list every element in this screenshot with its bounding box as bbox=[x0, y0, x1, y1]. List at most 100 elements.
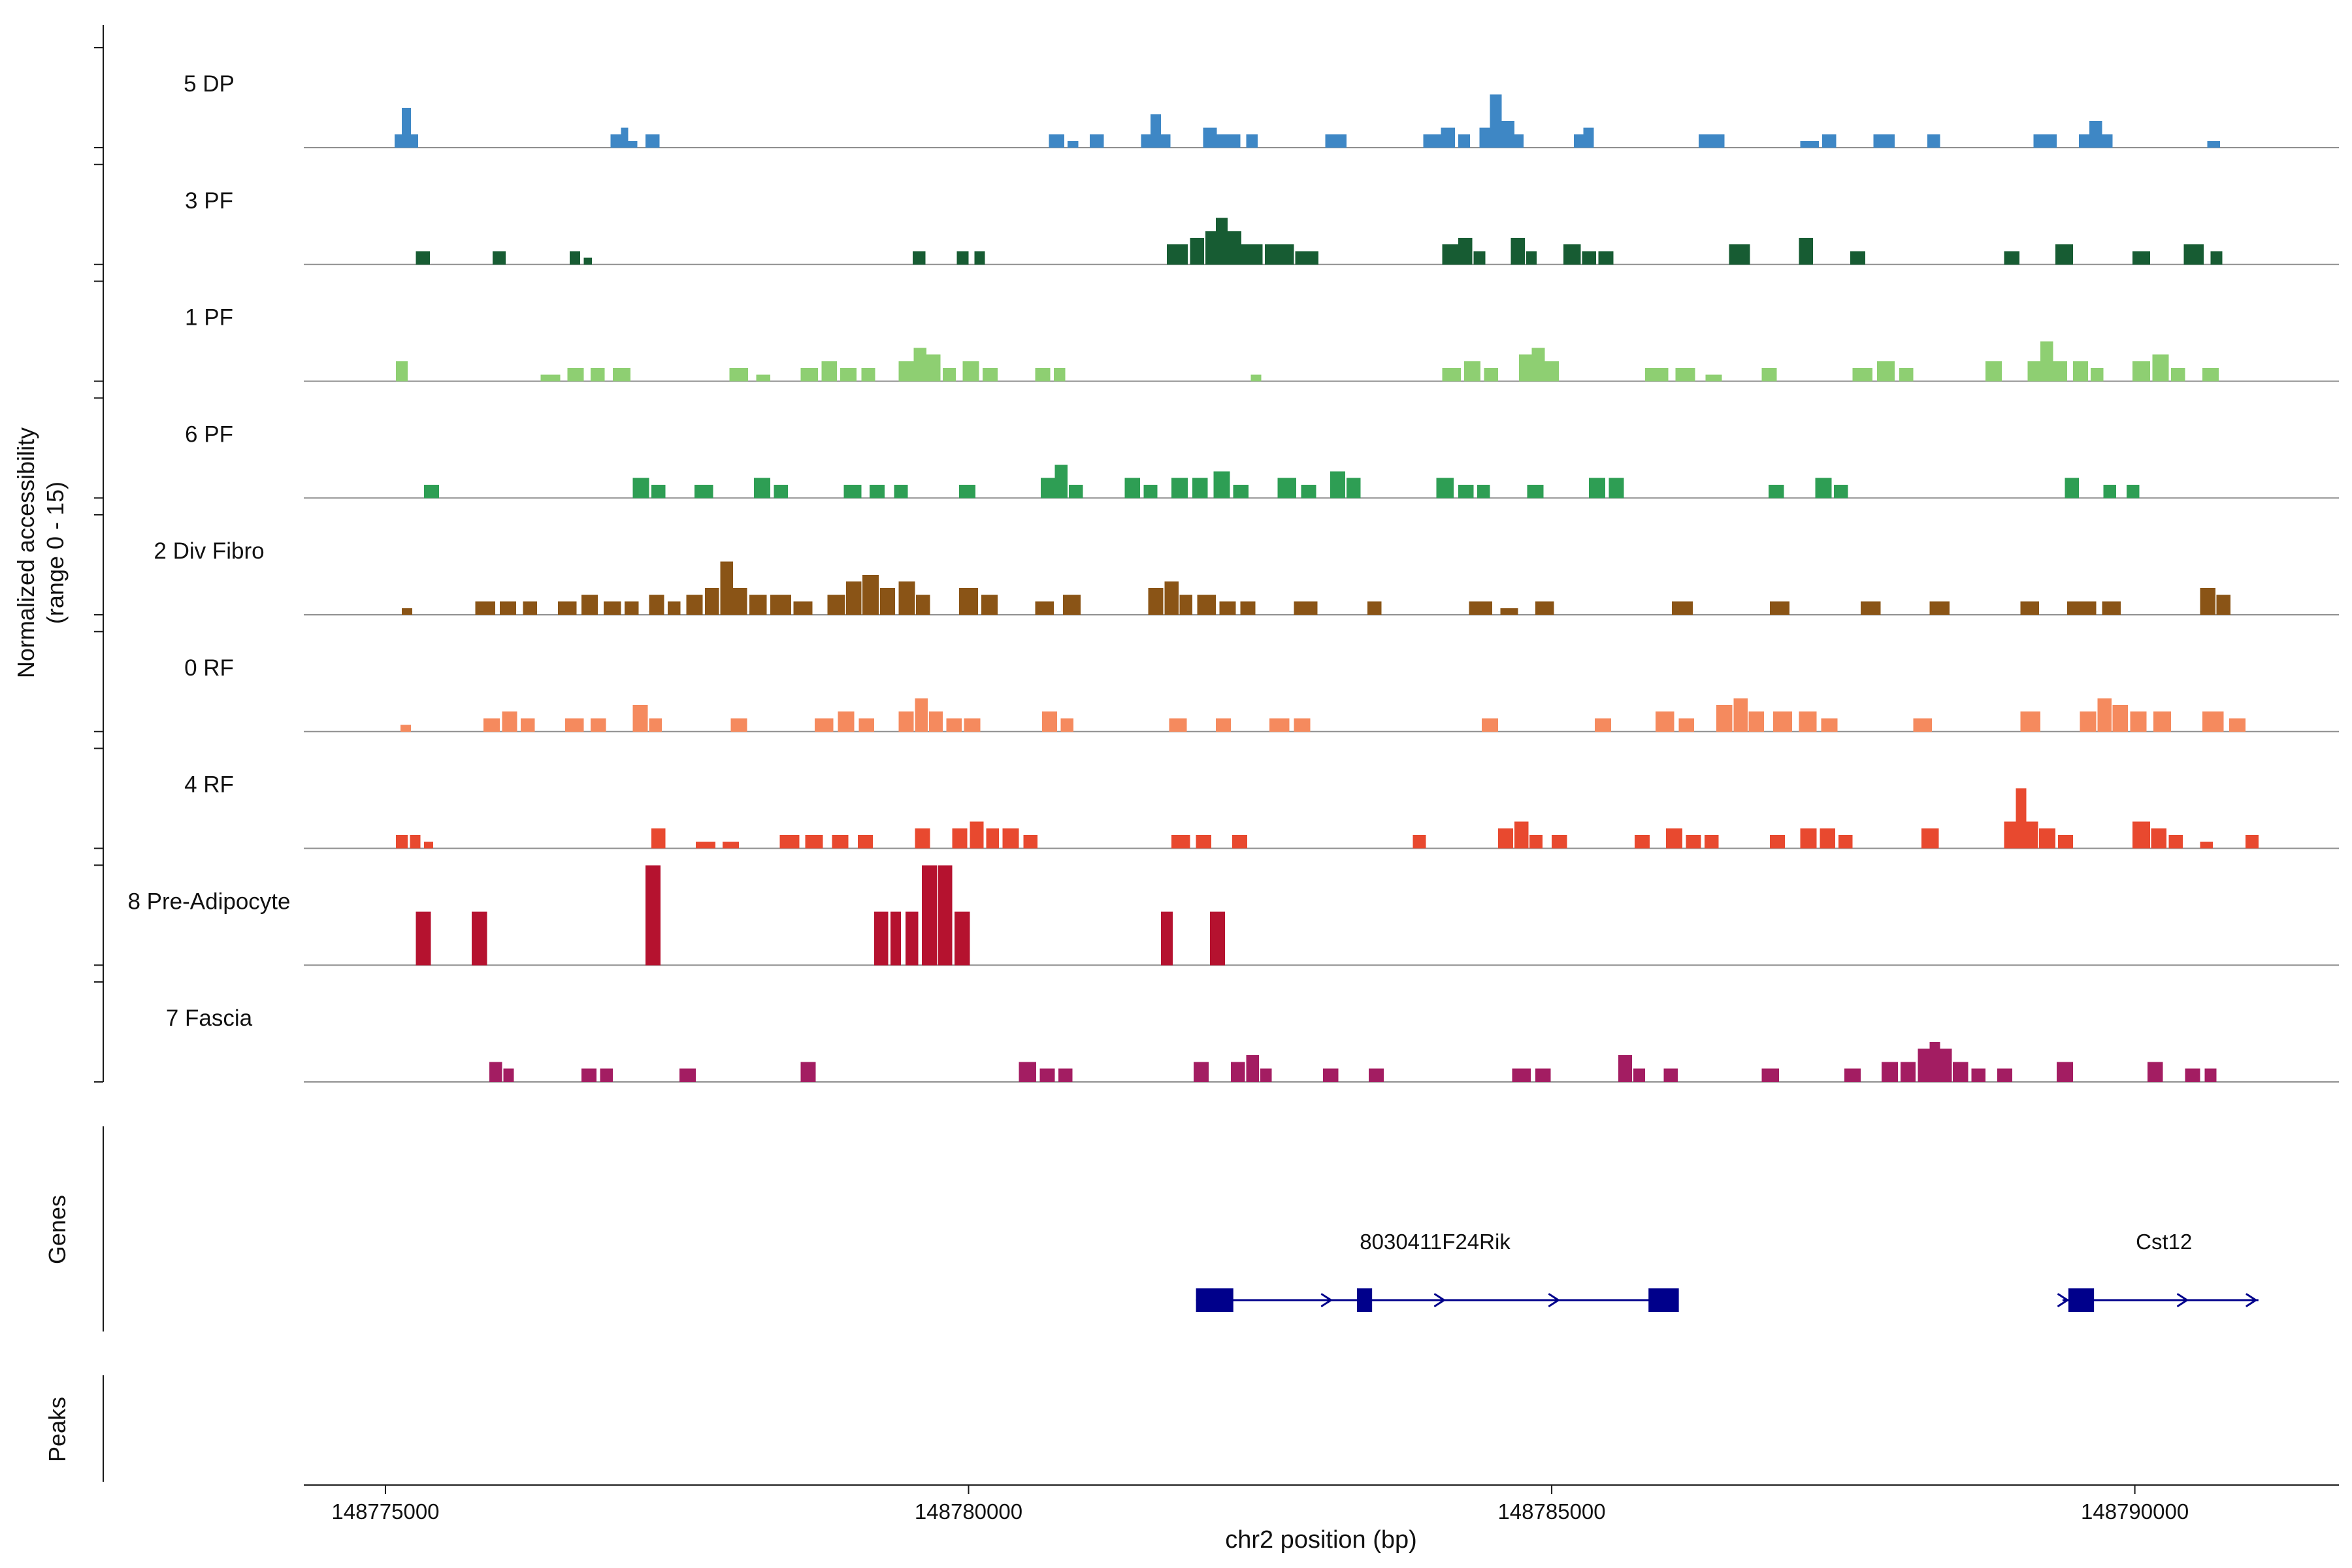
coverage-peak bbox=[649, 595, 664, 615]
coverage-peak bbox=[1260, 1068, 1272, 1082]
coverage-peak bbox=[1500, 608, 1518, 615]
coverage-peak bbox=[1053, 368, 1066, 382]
coverage-peak bbox=[1035, 368, 1051, 382]
coverage-peak bbox=[2004, 821, 2016, 849]
coverage-peak bbox=[2033, 134, 2057, 148]
coverage-peak bbox=[1241, 244, 1263, 265]
coverage-peak bbox=[679, 1068, 696, 1082]
coverage-peak bbox=[624, 601, 639, 615]
coverage-peak bbox=[2132, 821, 2150, 849]
coverage-peak bbox=[1141, 134, 1151, 148]
coverage-peak bbox=[1655, 711, 1674, 732]
track-label: 2 Div Fibro bbox=[154, 538, 264, 564]
coverage-peak bbox=[1269, 718, 1290, 732]
coverage-peak bbox=[1800, 828, 1817, 849]
coverage-peak bbox=[493, 251, 506, 265]
coverage-peak bbox=[1090, 134, 1104, 148]
x-axis-tick-label: 148785000 bbox=[1497, 1499, 1605, 1524]
coverage-peak bbox=[1844, 1068, 1861, 1082]
coverage-peak bbox=[2040, 341, 2053, 382]
coverage-peak bbox=[1231, 1062, 1245, 1082]
coverage-peak bbox=[401, 608, 413, 615]
coverage-peak bbox=[1698, 134, 1725, 148]
coverage-peak bbox=[770, 595, 792, 615]
coverage-peak bbox=[1041, 711, 1058, 732]
coverage-peak bbox=[749, 595, 767, 615]
coverage-peak bbox=[1295, 251, 1319, 265]
coverage-peak bbox=[986, 828, 999, 849]
coverage-peak bbox=[857, 835, 874, 849]
coverage-peak bbox=[1773, 711, 1792, 732]
coverage-peak bbox=[898, 711, 914, 732]
coverage-peak bbox=[396, 835, 408, 849]
coverage-peak bbox=[959, 588, 978, 615]
coverage-peak bbox=[1852, 368, 1872, 382]
track-label: 8 Pre-Adipocyte bbox=[127, 889, 290, 914]
coverage-peak bbox=[962, 361, 979, 382]
coverage-peak bbox=[632, 704, 648, 732]
coverage-peak bbox=[1002, 828, 1019, 849]
coverage-peak bbox=[1490, 94, 1502, 148]
coverage-peak bbox=[2016, 788, 2027, 849]
coverage-peak bbox=[756, 374, 771, 382]
coverage-peak bbox=[1458, 484, 1474, 498]
coverage-peak bbox=[1346, 478, 1361, 498]
coverage-peak bbox=[523, 601, 538, 615]
coverage-peak bbox=[411, 134, 418, 148]
coverage-peak bbox=[720, 561, 733, 615]
coverage-peak bbox=[2185, 1068, 2200, 1082]
coverage-peak bbox=[686, 595, 703, 615]
coverage-peak bbox=[1458, 237, 1473, 265]
coverage-peak bbox=[928, 711, 943, 732]
coverage-peak bbox=[1716, 704, 1733, 732]
coverage-peak bbox=[1873, 134, 1895, 148]
coverage-peak bbox=[401, 107, 412, 148]
coverage-peak bbox=[1729, 244, 1750, 265]
gene-strand-arrow bbox=[2057, 1293, 2069, 1307]
coverage-peak bbox=[1900, 1062, 1916, 1082]
coverage-peak bbox=[2207, 140, 2220, 148]
coverage-peak bbox=[1179, 595, 1193, 615]
coverage-peak bbox=[1442, 244, 1459, 265]
coverage-peak bbox=[423, 841, 434, 849]
x-axis-label: chr2 position (bp) bbox=[1225, 1526, 1417, 1554]
coverage-peak bbox=[1150, 114, 1162, 148]
coverage-peak bbox=[2078, 134, 2089, 148]
coverage-peak bbox=[2090, 368, 2104, 382]
coverage-peak bbox=[912, 251, 926, 265]
coverage-peak bbox=[1921, 828, 1939, 849]
coverage-peak bbox=[1598, 251, 1614, 265]
coverage-peak bbox=[503, 1068, 514, 1082]
coverage-peak bbox=[1514, 134, 1524, 148]
gene-strand-arrow bbox=[2177, 1293, 2189, 1307]
coverage-peak bbox=[1367, 601, 1382, 615]
coverage-peak bbox=[1481, 718, 1498, 732]
coverage-peak bbox=[613, 368, 630, 382]
coverage-peak bbox=[1192, 478, 1208, 498]
coverage-peak bbox=[1240, 601, 1256, 615]
coverage-peak bbox=[472, 911, 487, 966]
coverage-peak bbox=[2097, 698, 2112, 732]
coverage-peak bbox=[1618, 1055, 1633, 1082]
coverage-peak bbox=[1882, 1062, 1899, 1082]
coverage-peak bbox=[1913, 718, 1932, 732]
coverage-peak bbox=[2057, 835, 2073, 849]
coverage-peak bbox=[483, 718, 500, 732]
coverage-peak bbox=[1063, 595, 1081, 615]
coverage-peak bbox=[1205, 231, 1216, 265]
coverage-peak bbox=[774, 484, 788, 498]
coverage-peak bbox=[1166, 244, 1188, 265]
coverage-peak bbox=[621, 127, 629, 148]
coverage-peak bbox=[894, 484, 908, 498]
coverage-peak bbox=[1834, 484, 1848, 498]
coverage-peak bbox=[2057, 1062, 2073, 1082]
coverage-peak bbox=[840, 368, 857, 382]
track-label: 1 PF bbox=[185, 305, 233, 331]
coverage-peak bbox=[2202, 368, 2219, 382]
coverage-peak bbox=[400, 725, 412, 732]
coverage-peak bbox=[1069, 484, 1083, 498]
coverage-peak bbox=[1250, 374, 1262, 382]
coverage-peak bbox=[1927, 134, 1940, 148]
coverage-peak bbox=[1196, 835, 1211, 849]
